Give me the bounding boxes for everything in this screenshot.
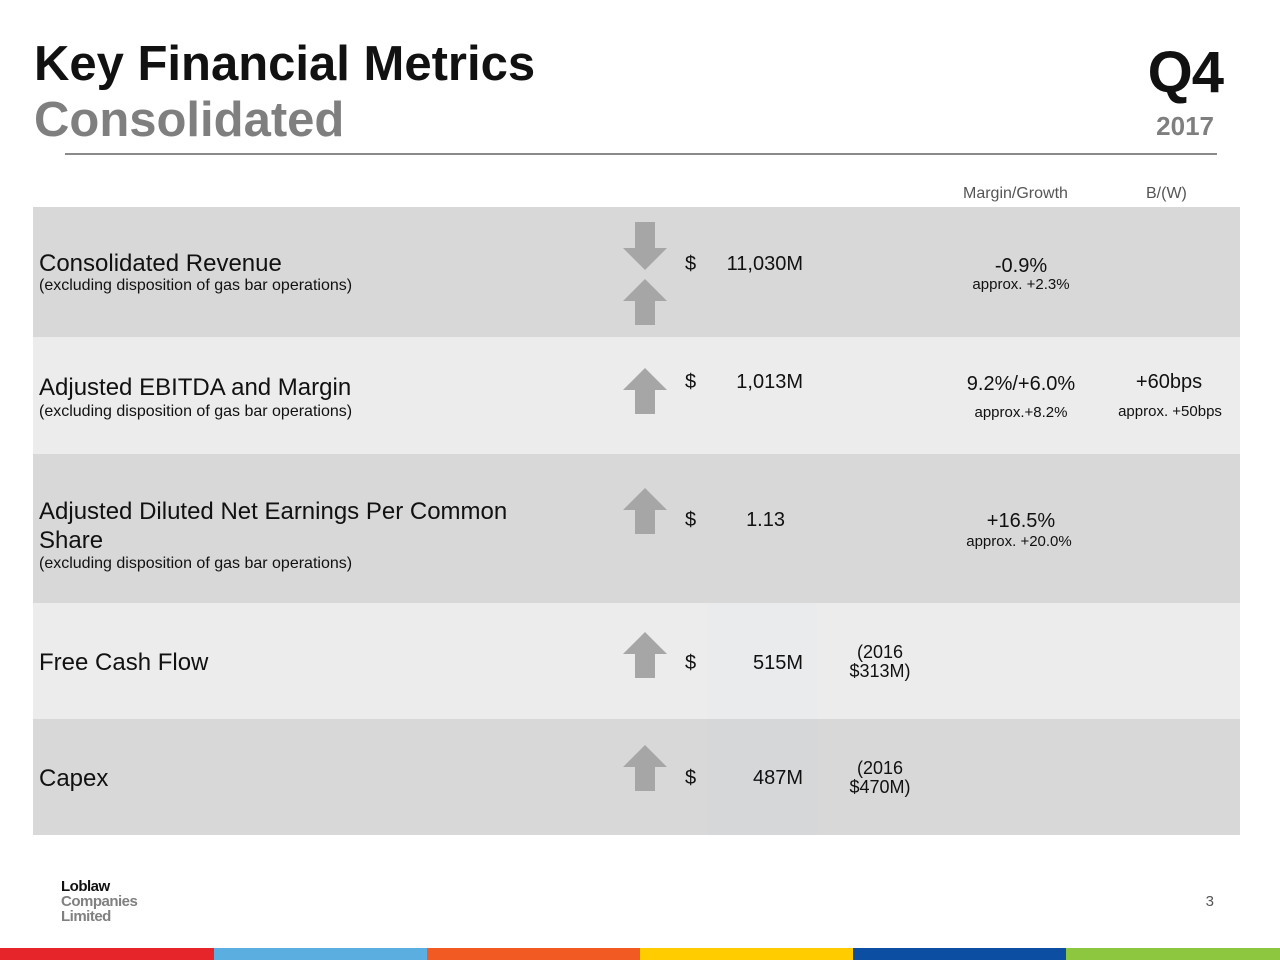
- row-label: Free Cash Flow: [39, 649, 209, 676]
- prior-year-line1: (2016: [856, 758, 904, 778]
- header-divider: [65, 153, 1217, 155]
- brand-stripe-green: [1066, 948, 1280, 960]
- brand-stripe-orange: [427, 948, 640, 960]
- metric-row-free-cash-flow: Free Cash Flow $ 515M (2016 $313M): [33, 603, 1240, 719]
- quarter-label: Q4: [1147, 40, 1224, 105]
- prior-year-line2: $470M): [849, 777, 911, 797]
- currency-symbol: $: [685, 767, 697, 789]
- company-logo: Loblaw Companies Limited: [61, 878, 138, 925]
- value-cell-highlight: [707, 603, 817, 719]
- page-number: 3: [1205, 893, 1214, 910]
- row-note: (excluding disposition of gas bar operat…: [39, 555, 353, 572]
- prior-year-line1: (2016: [856, 642, 904, 662]
- page-title: Key Financial Metrics: [34, 37, 536, 91]
- margin-growth-value: 9.2%/+6.0%: [966, 373, 1076, 395]
- brand-stripe-blue: [853, 948, 1066, 960]
- value-cell-highlight: [707, 719, 817, 835]
- metric-row-eps: Adjusted Diluted Net Earnings Per Common…: [33, 454, 1240, 603]
- row-label: Capex: [39, 765, 109, 792]
- metric-amount: 1.13: [746, 509, 785, 531]
- column-header-better-worse: B/(W): [1146, 185, 1187, 202]
- logo-line1: Loblaw: [61, 878, 110, 895]
- row-label-line1: Adjusted Diluted Net Earnings Per Common: [39, 498, 508, 525]
- metric-amount: 11,030M: [726, 253, 803, 275]
- better-worse-value: +60bps: [1135, 371, 1203, 393]
- row-label: Consolidated Revenue: [39, 250, 282, 277]
- row-note: (excluding disposition of gas bar operat…: [39, 403, 353, 420]
- margin-growth-approx: approx. +20.0%: [966, 533, 1072, 550]
- arrow-up-icon: [623, 368, 667, 414]
- currency-symbol: $: [685, 509, 697, 531]
- currency-symbol: $: [685, 371, 697, 393]
- currency-symbol: $: [685, 652, 697, 674]
- margin-growth-approx: approx. +2.3%: [972, 276, 1070, 293]
- logo-line3: Limited: [61, 908, 111, 925]
- row-label-line2: Share: [39, 527, 104, 554]
- metric-row-capex: Capex $ 487M (2016 $470M): [33, 719, 1240, 835]
- logo-line2: Companies: [61, 893, 138, 910]
- year-label: 2017: [1156, 111, 1214, 141]
- arrow-up-icon: [623, 488, 667, 534]
- prior-year-line2: $313M): [849, 661, 911, 681]
- arrow-up-icon: [623, 745, 667, 791]
- margin-growth-value: -0.9%: [994, 255, 1048, 277]
- column-header-margin-growth: Margin/Growth: [963, 185, 1068, 202]
- margin-growth-approx: approx.+8.2%: [974, 404, 1068, 421]
- page-subtitle: Consolidated: [34, 93, 345, 147]
- currency-symbol: $: [685, 253, 697, 275]
- arrow-up-icon: [623, 279, 667, 325]
- brand-stripe-red: [0, 948, 214, 960]
- metric-amount: 515M: [752, 652, 803, 674]
- brand-stripe-yellow: [640, 948, 853, 960]
- arrow-down-icon: [623, 222, 667, 270]
- metric-amount: 487M: [752, 767, 803, 789]
- metric-amount: 1,013M: [736, 371, 803, 393]
- arrow-up-icon: [623, 632, 667, 678]
- brand-stripe-lightblue: [214, 948, 427, 960]
- row-label: Adjusted EBITDA and Margin: [39, 374, 352, 401]
- margin-growth-value: +16.5%: [986, 510, 1056, 532]
- metric-row-revenue: Consolidated Revenue (excluding disposit…: [33, 207, 1240, 337]
- row-note: (excluding disposition of gas bar operat…: [39, 277, 353, 294]
- better-worse-approx: approx. +50bps: [1118, 403, 1222, 420]
- metric-row-ebitda: Adjusted EBITDA and Margin (excluding di…: [33, 337, 1240, 454]
